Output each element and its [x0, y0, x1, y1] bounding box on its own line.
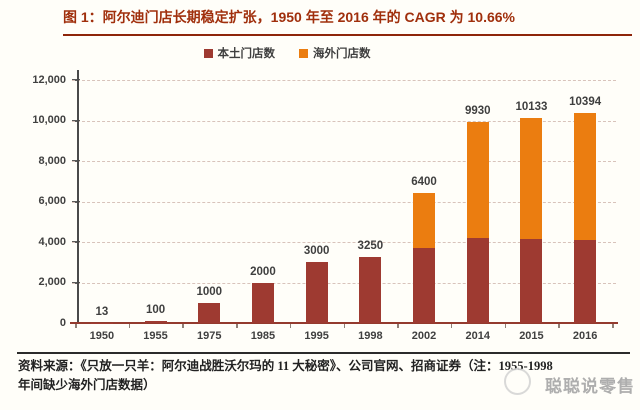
bar-domestic-1995: [305, 262, 328, 323]
bar-overseas-2014: [466, 121, 489, 238]
x-axis-tick-mark: [236, 324, 238, 328]
bar-overseas-2002: [413, 193, 436, 249]
legend-label: 本土门店数: [217, 48, 276, 60]
gridline: [72, 120, 616, 122]
x-axis-category-label-1985: 1985: [250, 330, 276, 342]
figure-title: 图 1：阿尔迪门店长期稳定扩张，1950 年至 2016 年的 CAGR 为 1…: [63, 7, 632, 36]
x-axis-category-label-2014: 2014: [465, 330, 490, 342]
bar-total-label-1985: 2000: [250, 265, 276, 278]
x-axis-tick-mark: [289, 324, 292, 328]
x-axis-tick-mark: [128, 324, 131, 328]
y-axis-tick-label: 2,000: [38, 276, 66, 288]
x-axis-category-label-2015: 2015: [519, 330, 544, 342]
bar-total-label-2016: 10394: [569, 95, 602, 108]
legend-swatch-icon: [299, 48, 308, 58]
y-axis-tick-label: 8,000: [38, 154, 66, 167]
x-axis-tick-mark: [343, 324, 345, 328]
bar-overseas-2016: [574, 112, 597, 240]
y-axis-tick-label: 4,000: [38, 235, 66, 248]
bar-domestic-1985: [251, 282, 274, 323]
x-axis-tick-mark: [450, 324, 453, 328]
bar-domestic-1998: [359, 257, 382, 323]
x-axis-tick-mark: [612, 324, 614, 328]
y-axis-tick-label: 12,000: [32, 73, 66, 86]
gridline: [72, 242, 616, 243]
bar-domestic-1955: [144, 320, 167, 323]
bar-domestic-2016: [574, 239, 597, 323]
source-note-line2: 年间缺少海外门店数据）: [18, 378, 156, 392]
chart-legend: 本土门店数 海外门店数: [0, 45, 607, 61]
x-axis-tick-mark: [504, 324, 507, 328]
legend-swatch-icon: [203, 48, 213, 58]
source-note: 资料来源：《只放一只羊：阿尔迪战胜沃尔玛的 11 大秘密》、公司官网、招商证券（…: [18, 357, 618, 395]
bar-total-label-1950: 13: [95, 305, 109, 318]
y-axis-tick-label: 6,000: [38, 195, 66, 207]
legend-label: 海外门店数: [313, 48, 371, 60]
bar-total-label-1975: 1000: [196, 285, 223, 298]
x-axis-category-label-1975: 1975: [197, 330, 222, 342]
legend-item-overseas: 海外门店数: [299, 45, 371, 61]
x-axis-category-label-1995: 1995: [304, 330, 329, 342]
bar-total-label-1955: 100: [145, 303, 166, 316]
gridline: [72, 282, 616, 284]
bar-total-label-2015: 10133: [515, 100, 548, 113]
bar-domestic-2015: [520, 238, 543, 323]
bar-overseas-2015: [520, 117, 543, 239]
bar-total-label-2002: 6400: [411, 176, 437, 189]
x-axis-category-label-2002: 2002: [411, 330, 437, 342]
source-divider: [17, 352, 630, 354]
bar-domestic-1975: [198, 302, 221, 323]
x-axis-tick-mark: [397, 324, 399, 328]
watermark-text: 聪聪说零售: [545, 377, 635, 396]
bar-total-label-1995: 3000: [303, 245, 330, 258]
x-axis-category-label-1955: 1955: [143, 330, 168, 342]
gridline: [72, 80, 616, 81]
y-axis-tick-label: 0: [59, 316, 66, 329]
x-axis-category-label-2016: 2016: [572, 330, 598, 342]
legend-item-domestic: 本土门店数: [203, 45, 276, 61]
x-axis-category-label-1950: 1950: [89, 330, 115, 342]
bar-total-label-2014: 9930: [464, 104, 491, 117]
x-axis-category-label-1998: 1998: [358, 330, 383, 342]
x-axis-tick-mark: [182, 324, 184, 328]
y-axis-line: [77, 70, 79, 324]
bar-domestic-2014: [466, 237, 489, 323]
x-axis-line: [70, 322, 618, 324]
source-note-line1: 资料来源：《只放一只羊：阿尔迪战胜沃尔玛的 11 大秘密》、公司官网、招商证券（…: [18, 359, 553, 373]
x-axis-tick-mark: [75, 324, 77, 328]
y-axis-tick-label: 10,000: [32, 114, 66, 126]
x-axis-tick-mark: [558, 324, 560, 328]
gridline: [72, 161, 616, 162]
watermark-logo: [504, 368, 531, 395]
bar-domestic-2002: [413, 248, 436, 323]
gridline: [72, 201, 616, 203]
bar-total-label-1998: 3250: [357, 240, 384, 253]
